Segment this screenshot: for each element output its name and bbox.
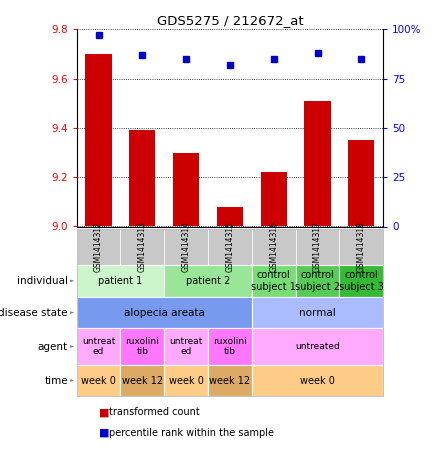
Text: individual: individual: [17, 276, 68, 286]
Polygon shape: [70, 345, 74, 348]
Text: alopecia areata: alopecia areata: [124, 308, 205, 318]
Text: week 12: week 12: [122, 376, 163, 386]
Text: control
subject 2: control subject 2: [295, 270, 340, 292]
Text: week 0: week 0: [81, 376, 116, 386]
Text: control
subject 3: control subject 3: [339, 270, 384, 292]
Text: GSM1414314: GSM1414314: [182, 222, 191, 272]
Text: GSM1414315: GSM1414315: [226, 222, 234, 272]
Text: GSM1414316: GSM1414316: [269, 222, 278, 272]
Polygon shape: [70, 379, 74, 382]
Bar: [348, 140, 374, 226]
Bar: [85, 54, 112, 226]
Text: untreated: untreated: [295, 342, 340, 351]
Text: agent: agent: [38, 342, 68, 352]
Text: untreat
ed: untreat ed: [82, 337, 115, 356]
Text: patient 2: patient 2: [186, 276, 230, 286]
Text: percentile rank within the sample: percentile rank within the sample: [110, 428, 275, 438]
Text: time: time: [44, 376, 68, 386]
Text: patient 1: patient 1: [98, 276, 143, 286]
Text: ■: ■: [99, 428, 109, 438]
Bar: [173, 153, 199, 226]
Text: GSM1414318: GSM1414318: [357, 222, 366, 272]
Text: untreat
ed: untreat ed: [170, 337, 203, 356]
Text: ruxolini
tib: ruxolini tib: [125, 337, 159, 356]
Bar: [129, 130, 155, 226]
Title: GDS5275 / 212672_at: GDS5275 / 212672_at: [157, 14, 303, 27]
Text: GSM1414312: GSM1414312: [94, 222, 103, 272]
Polygon shape: [70, 311, 74, 314]
Text: control
subject 1: control subject 1: [251, 270, 296, 292]
Text: transformed count: transformed count: [110, 407, 200, 417]
Text: ruxolini
tib: ruxolini tib: [213, 337, 247, 356]
Bar: [217, 207, 243, 226]
Text: GSM1414313: GSM1414313: [138, 222, 147, 272]
Text: normal: normal: [299, 308, 336, 318]
Text: week 0: week 0: [169, 376, 204, 386]
Bar: [304, 101, 331, 226]
Text: ■: ■: [99, 407, 109, 417]
Text: week 0: week 0: [300, 376, 335, 386]
Polygon shape: [70, 280, 74, 282]
Text: week 12: week 12: [209, 376, 251, 386]
Text: GSM1414317: GSM1414317: [313, 222, 322, 272]
Bar: [261, 172, 287, 226]
Text: disease state: disease state: [0, 308, 68, 318]
